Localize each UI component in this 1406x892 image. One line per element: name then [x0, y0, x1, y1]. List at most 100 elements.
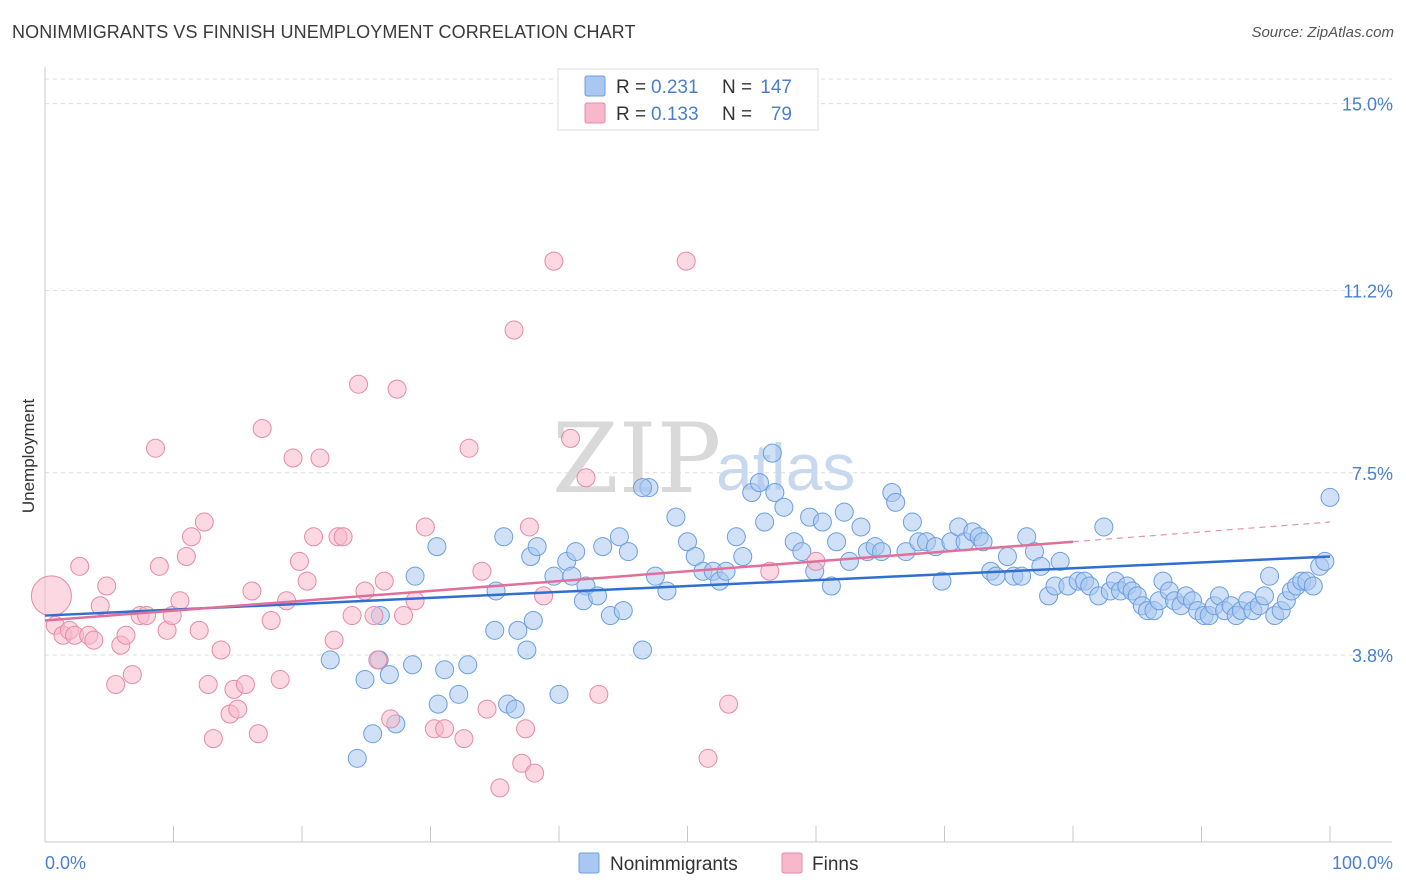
point-finns-25: [198, 674, 218, 694]
point-nonimmigrants-52: [774, 497, 794, 517]
point-nonimmigrants-90: [1050, 551, 1070, 571]
point-nonimmigrants-81: [986, 566, 1006, 586]
point-finns-56: [415, 517, 435, 537]
trend-lines: [44, 521, 1331, 622]
point-finns-27: [211, 640, 231, 660]
watermark-zip: ZIP: [552, 403, 721, 515]
point-nonimmigrants-10: [458, 655, 478, 675]
point-finns-74: [676, 251, 696, 271]
y-tick-label-2: 11.2%: [1343, 282, 1393, 302]
point-nonimmigrants-136: [1315, 551, 1335, 571]
point-nonimmigrants-20: [427, 537, 447, 557]
point-finns-30: [228, 699, 248, 719]
point-finns-71: [561, 428, 581, 448]
point-finns-12: [116, 625, 136, 645]
point-finns-42: [310, 448, 330, 468]
x-tick-labels: 0.0% 100.0%: [45, 853, 1393, 873]
point-nonimmigrants-3: [355, 670, 375, 690]
point-finns-13: [122, 665, 142, 685]
point-nonimmigrants-59: [827, 532, 847, 552]
point-nonimmigrants-54: [792, 542, 812, 562]
point-finns-36: [270, 670, 290, 690]
point-finns-61: [472, 561, 492, 581]
point-nonimmigrants-125: [1254, 586, 1274, 606]
point-nonimmigrants-139: [633, 478, 653, 498]
point-finns-34: [252, 419, 272, 439]
series-finns-points: [30, 251, 826, 798]
point-nonimmigrants-30: [593, 537, 613, 557]
point-nonimmigrants-5: [403, 655, 423, 675]
point-finns-64: [504, 320, 524, 340]
point-nonimmigrants-82: [997, 546, 1017, 566]
point-nonimmigrants-8: [428, 694, 448, 714]
point-finns-35: [261, 610, 281, 630]
point-finns-55: [405, 591, 425, 611]
point-finns-47: [349, 374, 369, 394]
point-finns-67: [519, 517, 539, 537]
legend-n-label-1: N =: [722, 77, 752, 98]
point-nonimmigrants-6: [320, 650, 340, 670]
point-finns-72: [576, 468, 596, 488]
legend-n-value-2: 79: [771, 104, 792, 125]
watermark-atlas: atlas: [716, 430, 855, 504]
legend-bottom: Nonimmigrants Finns: [578, 852, 858, 875]
point-nonimmigrants-73: [932, 571, 952, 591]
point-nonimmigrants-36: [645, 566, 665, 586]
point-nonimmigrants-18: [549, 684, 569, 704]
y-tick-labels: 3.8% 7.5% 11.2% 15.0%: [1342, 95, 1393, 666]
point-nonimmigrants-138: [527, 537, 547, 557]
trend-line-finns: [44, 540, 1074, 622]
point-finns-17: [149, 556, 169, 576]
point-nonimmigrants-41: [685, 546, 705, 566]
point-nonimmigrants-45: [716, 561, 736, 581]
point-finns-76: [719, 694, 739, 714]
point-nonimmigrants-11: [435, 660, 455, 680]
legend-r-label-1: R =: [616, 77, 646, 98]
point-nonimmigrants-61: [839, 551, 859, 571]
point-nonimmigrants-96: [1094, 517, 1114, 537]
legend-r-value-1: 0.231: [651, 77, 699, 98]
legend-n-label-2: N =: [722, 104, 752, 125]
point-nonimmigrants-27: [566, 542, 586, 562]
point-nonimmigrants-51: [765, 482, 785, 502]
point-finns-73: [589, 684, 609, 704]
point-nonimmigrants-9: [449, 684, 469, 704]
legend-r-value-2: 0.133: [651, 104, 699, 125]
point-nonimmigrants-137: [1320, 487, 1340, 507]
point-nonimmigrants-67: [886, 492, 906, 512]
point-finns-54: [394, 606, 414, 626]
point-finns-33: [248, 724, 268, 744]
point-nonimmigrants-23: [494, 527, 514, 547]
axes: [44, 67, 1392, 843]
legend-bottom-swatch-nonimmigrants: [578, 852, 600, 874]
point-finns-60: [459, 438, 479, 458]
point-finns-40: [297, 571, 317, 591]
legend-r-label-2: R =: [616, 104, 646, 125]
point-nonimmigrants-49: [749, 473, 769, 493]
point-finns-68: [525, 763, 545, 783]
point-finns-22: [181, 527, 201, 547]
series-nonimmigrants-points: [320, 443, 1340, 768]
point-finns-23: [189, 620, 209, 640]
legend-swatch-finns: [584, 102, 606, 124]
point-finns-10: [106, 674, 126, 694]
legend-n-value-1: 147: [760, 77, 792, 98]
point-nonimmigrants-60: [834, 502, 854, 522]
trend-line-nonimmigrants: [44, 555, 1331, 617]
point-nonimmigrants-47: [733, 546, 753, 566]
point-finns-38: [283, 448, 303, 468]
point-finns-66: [516, 719, 536, 739]
point-nonimmigrants-141: [562, 566, 582, 586]
point-finns-26: [203, 729, 223, 749]
point-finns-43: [324, 630, 344, 650]
point-nonimmigrants-15: [508, 620, 528, 640]
point-finns-49: [364, 606, 384, 626]
trend-line-finns-extension: [1072, 521, 1331, 543]
point-nonimmigrants-39: [678, 532, 697, 552]
watermark: ZIP atlas: [552, 403, 855, 515]
point-nonimmigrants-33: [618, 542, 638, 562]
point-finns-31: [235, 674, 255, 694]
point-finns-41: [304, 527, 324, 547]
y-axis-label: Unemployment: [19, 399, 38, 514]
